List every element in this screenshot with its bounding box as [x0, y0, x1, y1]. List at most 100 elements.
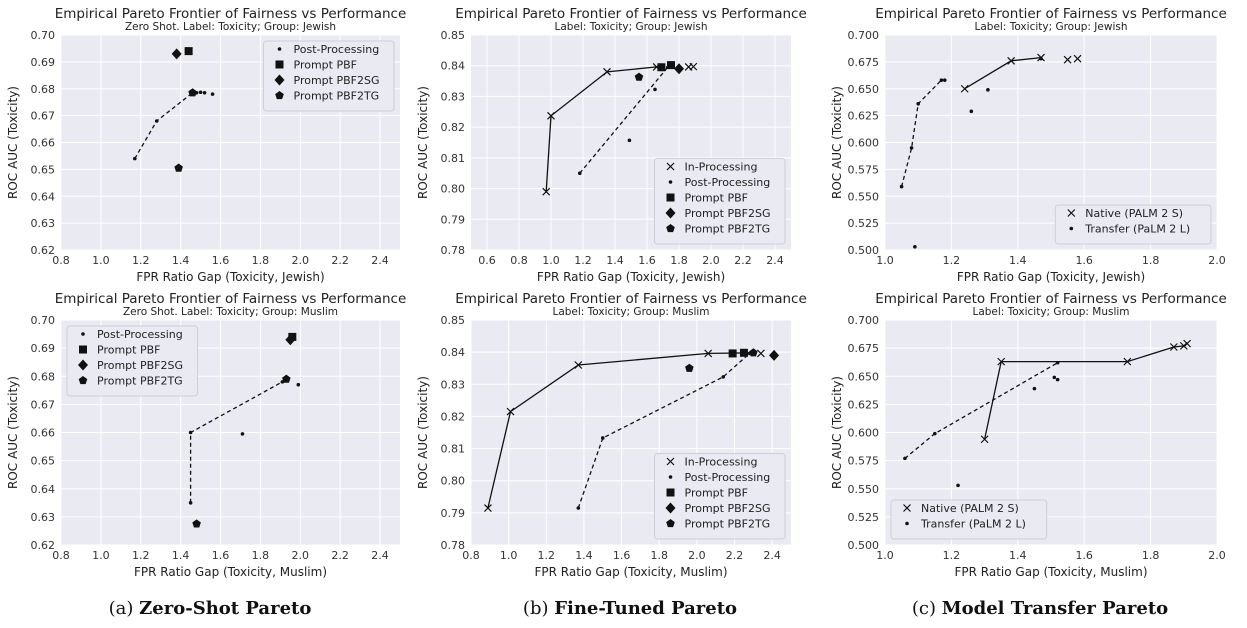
y-tick-label: 0.525 — [848, 217, 880, 230]
dashed-frontier-line — [900, 79, 942, 187]
y-tick-label: 0.64 — [31, 190, 56, 203]
x-tick-label: 0.6 — [478, 254, 496, 267]
data-point-x — [689, 62, 698, 71]
data-point-diamond — [285, 334, 296, 346]
data-point-dot — [578, 171, 582, 176]
y-tick-label: 0.66 — [31, 137, 56, 150]
data-point-dot — [1032, 386, 1037, 391]
legend-label: Prompt PBF2TG — [97, 375, 183, 388]
legend-box — [263, 40, 395, 112]
legend-marker-diamond — [665, 502, 676, 514]
data-point-pentagon — [685, 363, 694, 372]
chart-panel-a1: 0.8 1.0 1.2 1.4 1.6 1.8 2.0 2.2 2.4 0.62 0.63 0.64 0… — [6, 6, 406, 284]
data-point-dot — [933, 431, 937, 436]
x-tick-label: 1.2 — [132, 254, 150, 267]
chart-title: Empirical Pareto Frontier of Fairness vs… — [875, 291, 1227, 307]
x-tick-label: 2.4 — [371, 549, 389, 562]
y-tick-label: 0.68 — [31, 370, 56, 383]
x-tick-label: 1.0 — [92, 549, 110, 562]
data-point-x — [1179, 341, 1188, 350]
data-point-x — [542, 187, 551, 196]
x-tick-label: 2.2 — [734, 254, 752, 267]
data-point-x — [960, 84, 969, 93]
x-axis-label: FPR Ratio Gap (Toxicity, Jewish) — [537, 270, 725, 284]
data-point-dot — [1055, 360, 1060, 365]
chart-subtitle: Label: Toxicity; Group: Jewish — [555, 21, 708, 33]
y-tick-label: 0.63 — [31, 511, 56, 524]
legend-label: Prompt PBF — [685, 487, 748, 500]
legend-label: Post-Processing — [685, 176, 771, 189]
legend-marker-diamond — [665, 207, 676, 219]
legend: Post-Processing Prompt PBF Prompt PBF2SG Pr… — [66, 325, 198, 397]
legend-marker-x — [903, 504, 911, 512]
y-tick-label: 0.650 — [848, 370, 880, 383]
legend-marker-pentagon — [275, 91, 284, 100]
data-point-dot — [969, 109, 974, 114]
data-point-dot — [576, 506, 581, 510]
legend-label: Transfer (PaLM 2 L) — [1084, 223, 1190, 236]
x-tick-label: 1.2 — [574, 254, 592, 267]
x-tick-label: 1.0 — [542, 254, 560, 267]
x-tick-label: 1.0 — [500, 549, 518, 562]
caption-c: (c) Model Transfer Pareto — [912, 598, 1168, 619]
y-tick-label: 0.80 — [441, 475, 466, 488]
data-point-square — [657, 63, 666, 72]
chart-title: Empirical Pareto Frontier of Fairness vs… — [55, 291, 407, 307]
chart-title: Empirical Pareto Frontier of Fairness vs… — [875, 6, 1227, 22]
data-point-square — [667, 61, 675, 70]
data-point-dot — [721, 375, 726, 379]
x-axis-label: FPR Ratio Gap (Toxicity, Jewish) — [136, 270, 324, 284]
y-tick-label: 0.62 — [31, 539, 56, 552]
x-tick-label: 2.4 — [766, 254, 784, 267]
legend-box — [654, 453, 786, 540]
data-point-dot — [188, 501, 193, 505]
data-point-dot — [600, 436, 605, 440]
chart-panel-b2: 0.8 1.0 1.2 1.4 1.6 1.8 2.0 2.2 2.4 0.78 0.79 0.80 0… — [416, 291, 807, 579]
legend-marker-dot — [668, 475, 673, 479]
x-tick-label: 0.8 — [510, 254, 528, 267]
legend-marker-pentagon — [666, 519, 675, 528]
y-tick-label: 0.83 — [441, 90, 466, 103]
data-point-pentagon — [174, 163, 183, 172]
y-tick-label: 0.625 — [848, 110, 880, 123]
y-tick-label: 0.85 — [441, 314, 466, 327]
chart-title: Empirical Pareto Frontier of Fairness vs… — [455, 291, 807, 307]
data-point-dot — [939, 78, 944, 82]
x-tick-label: 1.8 — [670, 254, 688, 267]
legend-label: Prompt PBF2SG — [97, 359, 183, 372]
data-point-x — [1073, 54, 1082, 63]
y-tick-label: 0.67 — [31, 398, 56, 411]
data-point-dot — [909, 146, 914, 150]
x-tick-label: 1.4 — [575, 549, 593, 562]
y-tick-label: 0.69 — [31, 342, 56, 355]
y-tick-label: 0.64 — [31, 483, 56, 496]
legend-marker-square — [666, 193, 675, 202]
data-point-x — [1183, 339, 1192, 348]
caption-b: (b) Fine-Tuned Pareto — [523, 598, 737, 619]
x-tick-label: 1.2 — [538, 549, 556, 562]
legend: Native (PALM 2 S) Transfer (PaLM 2 L) — [1054, 204, 1212, 245]
y-tick-label: 0.67 — [31, 110, 56, 123]
legend-label: In-Processing — [685, 456, 758, 469]
x-tick-label: 2.2 — [331, 549, 349, 562]
y-tick-label: 0.82 — [441, 410, 466, 423]
legend-label: Post-Processing — [685, 471, 771, 484]
data-point-dot — [154, 119, 159, 123]
legend-label: In-Processing — [685, 161, 758, 174]
x-tick-label: 1.6 — [212, 254, 230, 267]
y-tick-label: 0.84 — [441, 346, 466, 359]
y-tick-label: 0.79 — [441, 507, 466, 520]
data-point-x — [603, 67, 611, 76]
y-tick-label: 0.500 — [848, 539, 880, 552]
y-tick-label: 0.80 — [441, 183, 466, 196]
legend-label: Prompt PBF2SG — [685, 207, 771, 220]
legend-box — [654, 158, 786, 245]
data-point-dot — [956, 483, 960, 488]
y-tick-label: 0.575 — [848, 455, 880, 468]
legend: In-Processing Post-Processing Prompt PBF Pr… — [654, 158, 786, 245]
data-point-x — [997, 357, 1006, 366]
x-tick-label: 2.2 — [331, 254, 349, 267]
legend-marker-dot — [277, 47, 282, 51]
data-point-dot — [1055, 377, 1060, 382]
